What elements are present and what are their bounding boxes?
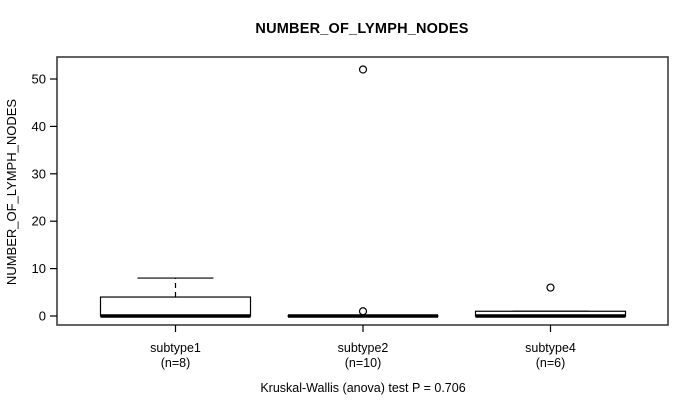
x-category-label: subtype1: [150, 341, 201, 355]
plot-frame: [56, 56, 669, 326]
x-category-label: subtype4: [525, 341, 576, 355]
y-tick-label: 20: [32, 214, 46, 229]
y-axis-label: NUMBER_OF_LYMPH_NODES: [4, 99, 19, 285]
y-tick-label: 0: [39, 309, 46, 324]
y-tick-label: 50: [32, 72, 46, 87]
box-subtype1: [99, 296, 252, 317]
y-tick-label: 30: [32, 166, 46, 181]
y-tick-label: 10: [32, 261, 46, 276]
x-category-sublabel: (n=8): [161, 356, 191, 370]
x-category-label: subtype2: [338, 341, 389, 355]
y-tick-label: 40: [32, 119, 46, 134]
outlier-point-subtype2-1: [358, 307, 368, 316]
x-category-sublabel: (n=6): [536, 356, 566, 370]
chart-title: NUMBER_OF_LYMPH_NODES: [255, 21, 468, 37]
outlier-point-subtype4-6: [546, 283, 555, 292]
kruskal-wallis-annotation: Kruskal-Wallis (anova) test P = 0.706: [260, 381, 465, 395]
outlier-point-subtype2-52: [358, 65, 368, 74]
x-category-sublabel: (n=10): [345, 356, 381, 370]
plot-area: 0 10 20 30 40 50 subtype1(n=8) subtype2(n=10) su…: [32, 56, 669, 370]
